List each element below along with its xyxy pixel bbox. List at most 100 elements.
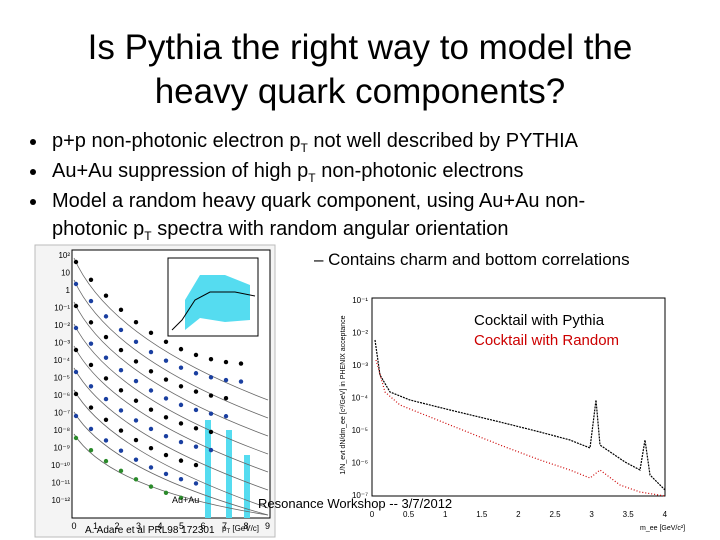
x-tick-label: 3: [136, 521, 141, 531]
y-tick-label: 10⁻⁸: [54, 426, 71, 435]
text: photonic p: [52, 218, 145, 240]
text: p+p non-photonic electron p: [52, 130, 301, 152]
data-point: [133, 398, 139, 403]
data-point: [193, 462, 199, 468]
data-point: [163, 490, 169, 495]
data-point: [238, 361, 244, 366]
y-tick-label: 10⁻⁶: [54, 391, 70, 400]
x-tick-label: 4: [663, 510, 668, 519]
sub-bullet: – Contains charm and bottom correlations: [314, 250, 630, 269]
data-point: [178, 477, 184, 482]
data-point: [148, 426, 154, 432]
data-point: [88, 320, 94, 325]
data-point: [163, 433, 169, 439]
data-point: [193, 444, 199, 449]
data-point: [223, 414, 229, 419]
data-point: [118, 428, 124, 433]
data-point: [133, 378, 139, 384]
data-point: [73, 281, 79, 287]
text: spectra with random angular orientation: [151, 218, 509, 240]
data-point: [223, 377, 229, 383]
text: non-photonic electrons: [315, 160, 524, 182]
x-tick-label: 9: [265, 521, 270, 531]
fit-curve: [73, 323, 269, 455]
y-tick-label: 10⁻¹¹: [52, 479, 71, 488]
data-point: [103, 458, 109, 464]
x-tick-label: 1: [443, 510, 448, 519]
data-point: [103, 334, 109, 340]
data-point: [148, 407, 154, 412]
data-point: [148, 349, 154, 355]
left-plot: 0 1 2 3 4 5 6 7 8 9 10² 10 1 10⁻¹ 10⁻² 10⁻³ 10⁻⁴ 10⁻⁵ 10⁻⁶…: [34, 244, 276, 538]
data-point: [133, 359, 139, 364]
data-point: [178, 421, 184, 426]
x-tick-label: 4: [157, 521, 162, 531]
data-point: [193, 481, 199, 486]
data-point: [118, 368, 124, 373]
data-point: [73, 391, 79, 397]
citation: A. Adare et al PRL98 172301: [85, 525, 215, 536]
data-point: [88, 341, 94, 346]
y-tick-label: 1: [66, 286, 71, 295]
bullet: p+p non-photonic electron pT not well de…: [52, 130, 578, 155]
footer: Resonance Workshop -- 3/7/2012: [258, 496, 453, 511]
data-point: [103, 417, 109, 422]
data-point: [148, 330, 154, 336]
x-tick-label: 5: [179, 521, 184, 531]
data-point: [178, 365, 184, 370]
data-point: [163, 452, 169, 458]
data-point: [103, 314, 109, 319]
x-tick-label: 3.5: [623, 510, 635, 519]
x-tick-label: 2.5: [549, 510, 561, 519]
bullet: Model a random heavy quark component, us…: [52, 190, 586, 212]
y-tick-label: 10⁻⁵: [54, 374, 70, 383]
data-point: [103, 438, 109, 443]
subscript: T: [300, 141, 308, 155]
data-point: [208, 393, 214, 398]
right-plot: 0 0.5 1 1.5 2 2.5 3 3.5 4 10⁻¹ 10⁻² 10⁻³ 10⁻⁴ 10⁻⁵ 10⁻…: [315, 293, 690, 533]
y-axis-label: 1/N_evt dN/dm_ee [c²/GeV] in PHENIX acce…: [340, 315, 347, 474]
fit-curve: [73, 301, 269, 437]
bullet-dot: [30, 169, 36, 175]
data-point: [208, 429, 214, 435]
data-point: [133, 418, 139, 423]
subscript: T: [226, 529, 230, 535]
data-point: [193, 352, 199, 358]
data-point: [118, 327, 124, 333]
y-tick-label: 10: [61, 269, 70, 278]
data-point: [238, 379, 244, 384]
data-point: [133, 457, 139, 462]
y-tick-label: 10⁻¹²: [52, 496, 71, 505]
title-line: Is Pythia the right way to model the: [87, 28, 633, 67]
data-point: [193, 407, 199, 413]
data-point: [133, 477, 139, 482]
data-point: [208, 447, 214, 453]
y-tick-label: 10⁻²: [54, 321, 70, 330]
data-point: [178, 402, 184, 408]
data-point: [208, 356, 214, 362]
bullet-dot: [30, 139, 36, 145]
error-band: [244, 455, 250, 518]
data-point: [148, 465, 154, 470]
data-point: [208, 375, 214, 380]
random-curve: [375, 359, 666, 497]
data-point: [148, 484, 154, 489]
y-tick-label: 10⁻⁵: [352, 426, 368, 435]
data-point: [148, 388, 154, 393]
system-label: Au+Au: [172, 495, 199, 505]
error-band: [205, 420, 211, 518]
pythia-curve: [374, 339, 666, 491]
y-tick-label: 10⁻²: [352, 329, 368, 338]
data-point: [133, 319, 139, 325]
data-point: [88, 298, 94, 304]
data-point: [178, 458, 184, 463]
data-point: [178, 384, 184, 389]
data-point: [118, 468, 124, 474]
inset-curve: [171, 291, 256, 331]
data-point: [133, 339, 139, 345]
y-tick-label: 10⁻⁷: [352, 491, 368, 500]
y-tick-label: 10⁻⁹: [53, 444, 70, 453]
fit-curve: [73, 411, 269, 516]
y-tick-label: 10⁻⁶: [352, 459, 368, 468]
